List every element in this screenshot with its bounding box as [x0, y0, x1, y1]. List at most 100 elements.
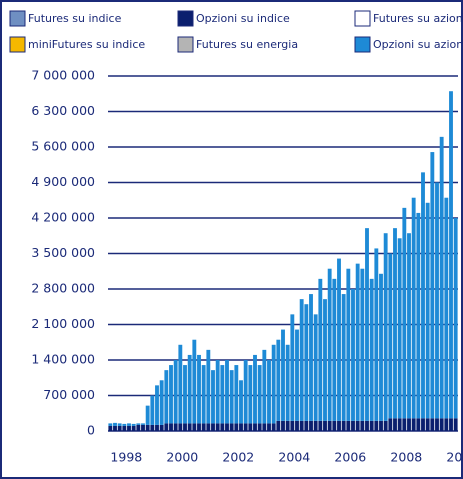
bar-segment	[323, 299, 327, 421]
bar-segment	[411, 418, 416, 431]
x-tick-label: 2006	[334, 450, 366, 465]
bar-segment	[197, 354, 201, 424]
bar-segment	[141, 423, 145, 425]
bar-segment	[201, 365, 206, 424]
legend-swatch	[9, 10, 26, 27]
bar-segment	[127, 423, 131, 426]
bar-segment	[453, 218, 458, 419]
bar-segment	[243, 360, 248, 424]
bar-segment	[271, 423, 276, 431]
bar-segment	[397, 238, 402, 419]
bar-segment	[225, 423, 229, 431]
bar-segment	[150, 424, 155, 431]
bar-segment	[145, 405, 150, 425]
bar-segment	[290, 420, 295, 431]
bar-segment	[360, 420, 365, 431]
bar-segment	[164, 370, 169, 424]
bar-segment	[355, 420, 360, 431]
bar-segment	[178, 344, 183, 424]
bar-segment	[183, 423, 187, 431]
bar-segment	[276, 339, 281, 421]
bar-segment	[117, 423, 122, 426]
bar-segment	[122, 423, 127, 426]
bar-segment	[337, 258, 341, 421]
bar-segment	[309, 420, 313, 431]
bar-segment	[239, 380, 243, 424]
bar-segment	[253, 354, 257, 424]
bar-segment	[131, 425, 136, 431]
bar-segment	[453, 418, 458, 431]
bar-segment	[225, 360, 229, 424]
bar-segment	[183, 365, 187, 424]
y-tick-label: 2 100 000	[31, 316, 95, 331]
bar-segment	[327, 420, 332, 431]
bar-segment	[416, 212, 421, 419]
bar-segment	[402, 207, 407, 419]
bar-segment	[239, 423, 243, 431]
bar-segment	[318, 278, 323, 421]
bar-segment	[421, 418, 425, 431]
bar-segment	[197, 423, 201, 431]
bar-segment	[187, 423, 192, 431]
bar-segment	[346, 268, 351, 421]
bar-segment	[337, 420, 341, 431]
bar-segment	[295, 329, 299, 421]
y-tick-label: 3 500 000	[31, 245, 95, 260]
bar-segment	[430, 418, 435, 431]
bar-segment	[304, 420, 309, 431]
legend-swatch	[354, 36, 371, 53]
bar-segment	[309, 294, 313, 421]
bar-segment	[332, 420, 337, 431]
bar-segment	[215, 423, 220, 431]
bar-segment	[234, 423, 239, 431]
x-tick-label: 2000	[166, 450, 198, 465]
bar-segment	[155, 424, 159, 431]
bar-segment	[276, 420, 281, 431]
legend-swatch	[354, 10, 371, 27]
bar-segment	[435, 182, 439, 419]
bar-segment	[201, 423, 206, 431]
bar-segment	[136, 423, 141, 425]
bar-segment	[211, 423, 215, 431]
bar-segment	[355, 263, 360, 421]
legend-label: Futures su indice	[28, 12, 122, 25]
bar-segment	[416, 418, 421, 431]
bar-segment	[444, 197, 449, 419]
bar-segment	[145, 424, 150, 431]
bar-segment	[150, 395, 155, 425]
bar-segment	[285, 420, 290, 431]
legend-label: Futures su energia	[196, 38, 298, 51]
bar-segment	[164, 423, 169, 431]
bar-segment	[248, 365, 253, 424]
legend-swatch	[177, 10, 194, 27]
bar-segment	[206, 423, 211, 431]
legend-swatch	[177, 36, 194, 53]
x-tick-label: 1998	[110, 450, 142, 465]
bar-segment	[299, 299, 304, 421]
y-tick-label: 2 800 000	[31, 281, 95, 296]
bar-segment	[304, 304, 309, 421]
x-tick-label: 2002	[222, 450, 254, 465]
bar-segment	[178, 423, 183, 431]
bar-segment	[141, 424, 145, 431]
bar-segment	[374, 248, 379, 421]
bar-segment	[262, 423, 267, 431]
bar-segment	[341, 294, 346, 421]
bar-segment	[248, 423, 253, 431]
bar-segment	[113, 425, 117, 431]
bar-segment	[439, 136, 444, 419]
y-tick-label: 4 200 000	[31, 210, 95, 225]
bar-segment	[379, 273, 383, 421]
bar-segment	[402, 418, 407, 431]
y-tick-label: 7 000 000	[31, 68, 95, 83]
bar-segment	[365, 228, 369, 421]
bar-segment	[220, 423, 225, 431]
bar-segment	[332, 278, 337, 421]
bar-segment	[187, 354, 192, 424]
bar-segment	[229, 370, 234, 424]
bar-segment	[425, 202, 430, 419]
bar-segment	[379, 420, 383, 431]
bar-segment	[388, 253, 393, 419]
bar-segment	[159, 380, 164, 425]
